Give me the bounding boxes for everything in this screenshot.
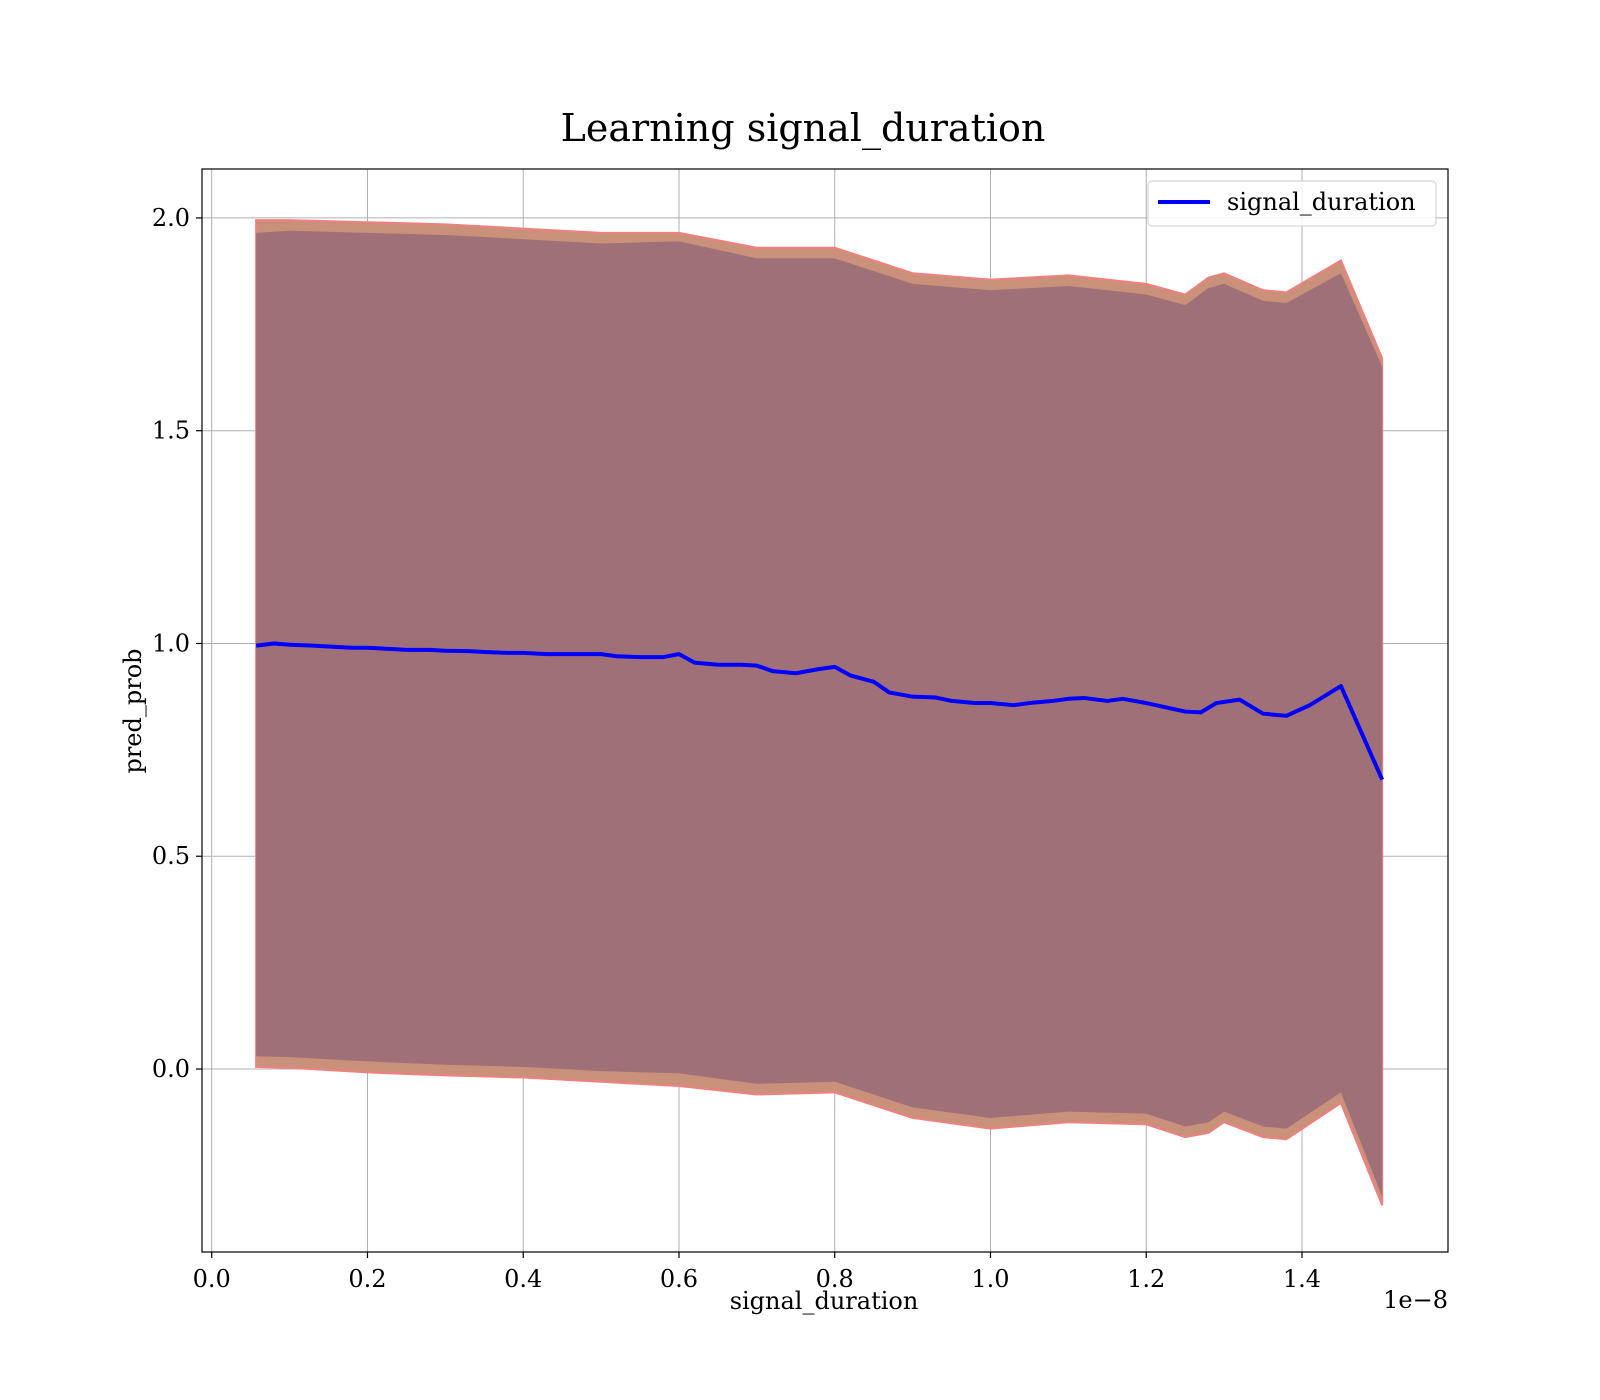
legend: signal_duration [1147, 180, 1437, 227]
series-lines [255, 641, 1385, 781]
y-axis-label: pred_prob [119, 648, 147, 773]
x-tick-label: 0.8 [816, 1265, 854, 1293]
y-tick-label: 1.0 [152, 629, 190, 657]
x-tick-label: 0.6 [660, 1265, 698, 1293]
legend-box [1147, 180, 1437, 227]
series-line [255, 641, 1385, 781]
x-tick-label: 1.4 [1283, 1265, 1321, 1293]
inner-band-area [256, 230, 1383, 1197]
y-axis-ticks: 0.0 0.5 1.0 1.5 2.0 [152, 204, 202, 1083]
x-tick-label: 0.4 [504, 1265, 542, 1293]
x-tick-label: 1.2 [1127, 1265, 1165, 1293]
legend-label: signal_duration [1227, 188, 1416, 216]
y-tick-label: 0.5 [152, 842, 190, 870]
y-tick-label: 2.0 [152, 204, 190, 232]
x-axis-label: signal_duration [730, 1287, 919, 1315]
plot-frame [201, 168, 1449, 1253]
x-tick-label: 0.0 [193, 1265, 231, 1293]
x-tick-label: 0.2 [348, 1265, 386, 1293]
y-tick-label: 1.5 [152, 417, 190, 445]
y-tick-label: 0.0 [152, 1055, 190, 1083]
bands [255, 219, 1384, 1206]
x-axis-offset-label: 1e−8 [1383, 1286, 1448, 1314]
chart-title: Learning signal_duration [561, 106, 1046, 151]
x-axis-ticks: 0.0 0.2 0.4 0.6 0.8 1.0 1.2 1.4 [193, 1252, 1321, 1293]
x-tick-label: 1.0 [971, 1265, 1009, 1293]
